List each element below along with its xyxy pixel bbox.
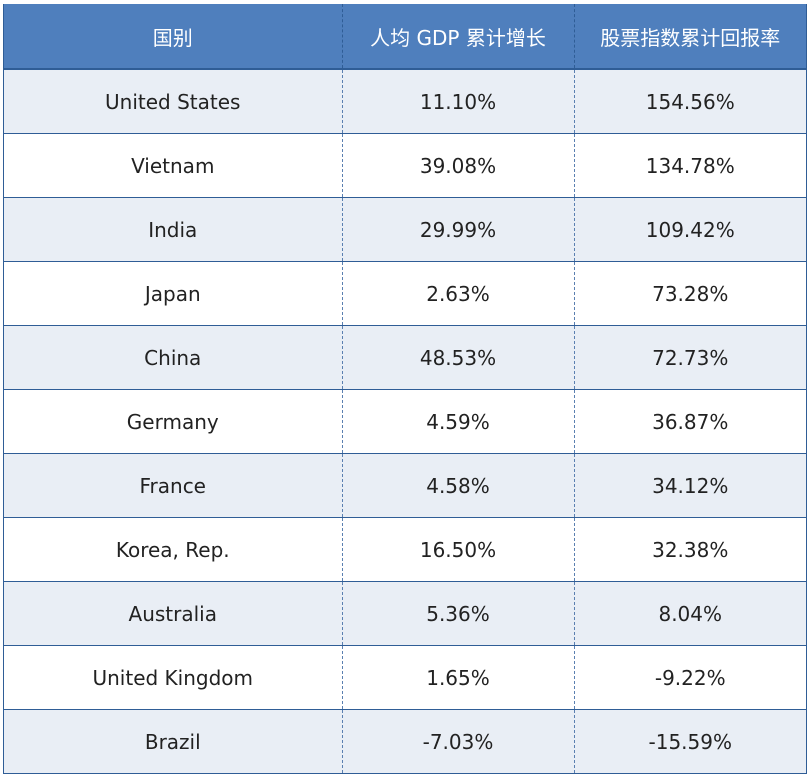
cell-gdp-growth: 1.65%: [342, 645, 575, 710]
cell-gdp-growth: 29.99%: [342, 197, 575, 262]
cell-gdp-growth: 2.63%: [342, 261, 575, 326]
cell-country: Brazil: [4, 709, 343, 774]
table-row: Germany 4.59% 36.87%: [4, 389, 806, 454]
cell-gdp-growth: 4.59%: [342, 389, 575, 454]
cell-country: India: [4, 197, 343, 262]
cell-gdp-growth: 5.36%: [342, 581, 575, 646]
cell-country: Korea, Rep.: [4, 517, 343, 582]
cell-country: Australia: [4, 581, 343, 646]
cell-country: United Kingdom: [4, 645, 343, 710]
cell-stock-return: 8.04%: [574, 581, 806, 646]
column-header-gdp-growth: 人均 GDP 累计增长: [342, 4, 575, 70]
cell-stock-return: 72.73%: [574, 325, 806, 390]
cell-country: France: [4, 453, 343, 518]
cell-gdp-growth: 16.50%: [342, 517, 575, 582]
cell-stock-return: 34.12%: [574, 453, 806, 518]
cell-gdp-growth: 4.58%: [342, 453, 575, 518]
table-row: Brazil -7.03% -15.59%: [4, 709, 806, 774]
cell-stock-return: 154.56%: [574, 69, 806, 134]
cell-country: Germany: [4, 389, 343, 454]
data-table-container: 国别 人均 GDP 累计增长 股票指数累计回报率 United States 11…: [3, 4, 807, 774]
column-header-country: 国别: [4, 4, 343, 70]
table-row: Australia 5.36% 8.04%: [4, 581, 806, 646]
table-row: Vietnam 39.08% 134.78%: [4, 133, 806, 198]
cell-gdp-growth: 48.53%: [342, 325, 575, 390]
table-row: United Kingdom 1.65% -9.22%: [4, 645, 806, 710]
column-header-stock-return: 股票指数累计回报率: [574, 4, 806, 70]
cell-stock-return: -15.59%: [574, 709, 806, 774]
table-row: India 29.99% 109.42%: [4, 197, 806, 262]
cell-country: United States: [4, 69, 343, 134]
cell-country: Vietnam: [4, 133, 343, 198]
table-row: France 4.58% 34.12%: [4, 453, 806, 518]
cell-stock-return: 109.42%: [574, 197, 806, 262]
cell-stock-return: 134.78%: [574, 133, 806, 198]
cell-country: China: [4, 325, 343, 390]
cell-gdp-growth: 11.10%: [342, 69, 575, 134]
table-row: Japan 2.63% 73.28%: [4, 261, 806, 326]
cell-stock-return: -9.22%: [574, 645, 806, 710]
cell-stock-return: 73.28%: [574, 261, 806, 326]
data-table: 国别 人均 GDP 累计增长 股票指数累计回报率 United States 11…: [4, 4, 806, 774]
cell-country: Japan: [4, 261, 343, 326]
table-body: United States 11.10% 154.56% Vietnam 39.08% 1…: [4, 69, 806, 774]
table-row: United States 11.10% 154.56%: [4, 69, 806, 134]
cell-stock-return: 32.38%: [574, 517, 806, 582]
cell-gdp-growth: -7.03%: [342, 709, 575, 774]
table-header-row: 国别 人均 GDP 累计增长 股票指数累计回报率: [4, 4, 806, 70]
table-row: Korea, Rep. 16.50% 32.38%: [4, 517, 806, 582]
cell-stock-return: 36.87%: [574, 389, 806, 454]
table-row: China 48.53% 72.73%: [4, 325, 806, 390]
cell-gdp-growth: 39.08%: [342, 133, 575, 198]
